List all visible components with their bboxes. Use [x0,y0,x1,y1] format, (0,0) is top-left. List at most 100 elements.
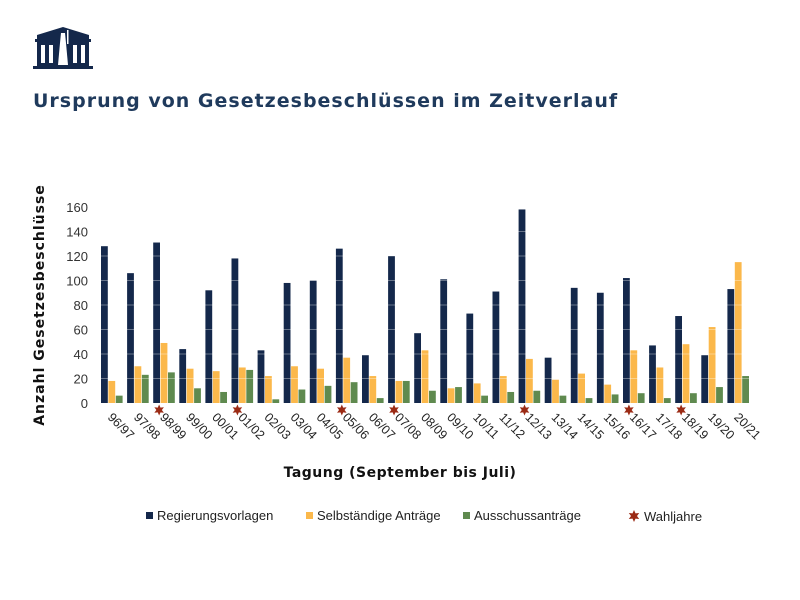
legend-label: Selbständige Anträge [317,508,441,523]
x-tick-label: 05/06 [340,410,372,442]
legend-label: Regierungsvorlagen [157,508,273,523]
bar-regierungsvorlagen-17/18 [649,345,656,403]
bar-ausschussantr-ge-16/17 [637,393,645,403]
x-tick-label: 07/08 [392,410,424,442]
bar-regierungsvorlagen-98/99 [153,242,160,403]
x-tick-label: 15/16 [601,410,633,442]
bar-selbst-ndige-antr-ge-96/97 [108,380,116,403]
bar-regierungsvorlagen-11/12 [492,291,500,403]
bar-ausschussantr-ge-04/05 [324,385,332,403]
legend-label: Ausschussanträge [474,508,581,523]
x-axis-label: Tagung (September bis Juli) [284,465,517,481]
y-tick-label: 60 [74,323,88,338]
legend-swatch [463,512,470,519]
wahljahr-marker [232,404,243,416]
x-tick-label: 19/20 [705,410,737,442]
bar-regierungsvorlagen-10/11 [466,313,474,403]
bar-selbst-ndige-antr-ge-19/20 [708,327,716,403]
bar-ausschussantr-ge-09/10 [455,387,462,403]
bar-regierungsvorlagen-09/10 [440,279,448,403]
x-tick-label: 11/12 [496,410,527,441]
bar-ausschussantr-ge-10/11 [481,395,488,403]
x-tick-label: 04/05 [314,410,346,442]
bar-ausschussantr-ge-02/03 [272,399,280,403]
bar-selbst-ndige-antr-ge-04/05 [317,368,324,403]
bar-ausschussantr-ge-07/08 [402,380,410,403]
wahljahr-marker [154,404,164,416]
bar-selbst-ndige-antr-ge-20/21 [734,262,742,403]
bar-selbst-ndige-antr-ge-03/04 [291,366,298,403]
y-tick-label: 140 [66,225,88,240]
bar-selbst-ndige-antr-ge-12/13 [526,358,533,403]
x-tick-label: 20/21 [731,410,763,442]
x-tick-label: 96/97 [105,410,137,442]
bar-regierungsvorlagen-14/15 [570,287,578,403]
x-tick-label: 06/07 [366,410,398,442]
bar-selbst-ndige-antr-ge-16/17 [630,350,638,403]
y-tick-label: 160 [66,200,88,215]
wahljahr-marker [624,404,634,416]
bar-selbst-ndige-antr-ge-09/10 [447,388,455,403]
bar-regierungsvorlagen-99/00 [179,349,187,403]
x-tick-label: 14/15 [575,410,607,442]
x-tick-label: 17/18 [653,410,685,442]
bar-ausschussantr-ge-05/06 [350,382,358,403]
bar-ausschussantr-ge-13/14 [559,395,567,403]
bar-regierungsvorlagen-20/21 [727,289,735,403]
bar-regierungsvorlagen-06/07 [362,355,369,403]
y-tick-label: 80 [74,298,88,313]
y-tick-label: 100 [66,274,88,289]
bar-ausschussantr-ge-00/01 [220,391,227,403]
x-tick-label: 97/98 [131,410,163,442]
legend-wahljahr-icon [628,510,640,522]
bar-selbst-ndige-antr-ge-14/15 [578,373,585,403]
y-tick-label: 40 [74,347,88,362]
bar-ausschussantr-ge-20/21 [742,376,749,403]
parliament-logo [33,27,93,69]
x-tick-label: 09/10 [444,410,476,442]
bar-regierungsvorlagen-08/09 [414,333,421,403]
x-tick-label: 00/01 [209,410,241,442]
bar-ausschussantr-ge-99/00 [194,388,201,403]
bar-ausschussantr-ge-03/04 [298,389,306,403]
x-tick-label: 02/03 [261,410,293,442]
bar-ausschussantr-ge-96/97 [115,395,123,403]
bar-selbst-ndige-antr-ge-97/98 [134,366,142,403]
y-tick-label: 120 [66,249,88,264]
x-tick-label: 18/19 [679,410,711,442]
bar-regierungsvorlagen-12/13 [518,209,526,403]
bar-ausschussantr-ge-19/20 [716,387,723,403]
bar-selbst-ndige-antr-ge-07/08 [395,380,403,403]
x-tick-label: 98/99 [157,410,189,442]
bar-ausschussantr-ge-18/19 [690,393,697,403]
bar-ausschussantr-ge-15/16 [611,394,619,403]
x-tick-label: 08/09 [418,410,450,442]
bar-regierungsvorlagen-18/19 [675,316,682,403]
bar-regierungsvorlagen-96/97 [101,246,108,403]
bar-selbst-ndige-antr-ge-99/00 [186,368,194,403]
x-tick-label: 12/13 [522,410,554,442]
x-tick-label: 13/14 [549,410,581,442]
bar-selbst-ndige-antr-ge-18/19 [682,344,690,403]
bar-selbst-ndige-antr-ge-02/03 [265,376,272,403]
x-tick-label: 10/11 [470,410,501,441]
bar-regierungsvorlagen-04/05 [309,280,317,403]
x-tick-label: 16/17 [627,410,659,442]
bar-selbst-ndige-antr-ge-06/07 [369,376,377,403]
bar-selbst-ndige-antr-ge-00/01 [212,371,220,403]
x-tick-label: 01/02 [235,410,267,442]
bar-ausschussantr-ge-01/02 [246,369,254,403]
y-tick-label: 20 [74,372,88,387]
bar-ausschussantr-ge-98/99 [168,372,175,403]
bar-ausschussantr-ge-08/09 [429,390,436,403]
wahljahr-marker [337,404,347,416]
bar-regierungsvorlagen-16/17 [623,278,630,403]
wahljahr-marker [676,404,686,416]
bar-selbst-ndige-antr-ge-08/09 [421,350,429,403]
bar-ausschussantr-ge-11/12 [507,391,515,403]
wahljahr-marker [389,404,399,416]
bar-ausschussantr-ge-97/98 [141,374,149,403]
legend-swatch [146,512,153,519]
legend-swatch [306,512,313,519]
